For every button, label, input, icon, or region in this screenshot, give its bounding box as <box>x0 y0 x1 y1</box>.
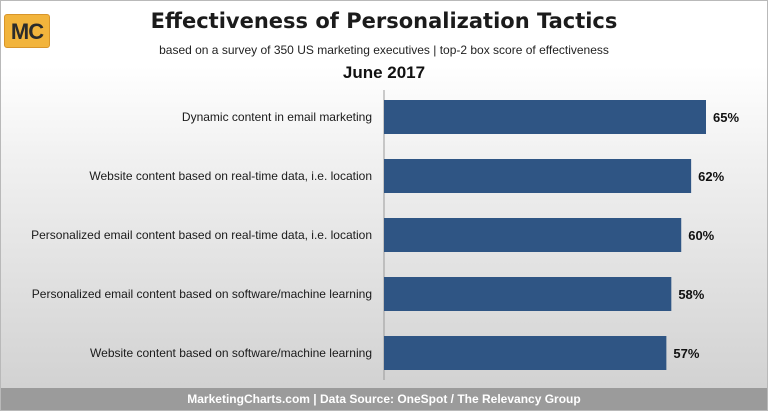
category-label: Personalized email content based on soft… <box>32 287 372 301</box>
bar-value-label: 58% <box>678 287 704 302</box>
logo-text: MC <box>10 19 44 44</box>
category-label: Dynamic content in email marketing <box>182 110 372 124</box>
bar <box>384 218 682 252</box>
bar-value-label: 57% <box>673 346 699 361</box>
bar <box>384 100 706 134</box>
bar-value-label: 62% <box>698 169 724 184</box>
marketingcharts-logo: MC <box>4 14 50 48</box>
bar <box>384 277 672 311</box>
bar <box>384 336 667 370</box>
bar-value-label: 65% <box>713 110 739 125</box>
chart-title: Effectiveness of Personalization Tactics <box>150 9 618 33</box>
category-label: Website content based on real-time data,… <box>89 169 372 183</box>
bar-value-label: 60% <box>688 228 714 243</box>
category-label: Personalized email content based on real… <box>31 228 372 242</box>
source-footer: MarketingCharts.com | Data Source: OneSp… <box>1 388 767 410</box>
chart-subtitle: based on a survey of 350 US marketing ex… <box>159 43 609 57</box>
chart-period: June 2017 <box>342 63 426 82</box>
bar <box>384 159 692 193</box>
category-label: Website content based on software/machin… <box>90 346 372 360</box>
bar-chart: Dynamic content in email marketing 65% Web… <box>31 90 739 380</box>
